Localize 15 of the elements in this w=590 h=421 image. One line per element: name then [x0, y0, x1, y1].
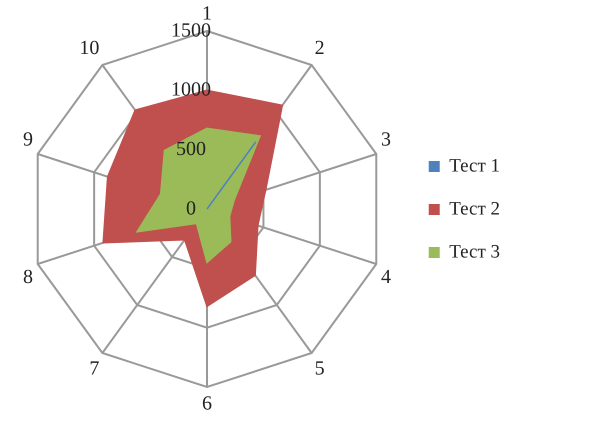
y-tick-label: 1000	[171, 78, 211, 101]
spoke-label: 3	[381, 128, 392, 151]
legend-label: Тест 2	[449, 198, 500, 220]
spoke-label: 10	[79, 37, 100, 60]
legend-label: Тест 1	[449, 155, 500, 176]
y-tick-label: 0	[186, 197, 196, 220]
spoke-label: 5	[314, 357, 325, 380]
spoke-label: 6	[202, 392, 212, 414]
spoke-label: 7	[89, 357, 100, 380]
spoke-label: 2	[314, 37, 325, 60]
spoke-label: 9	[22, 128, 33, 151]
y-tick-label: 500	[176, 138, 206, 160]
spoke-label: 4	[381, 266, 392, 288]
legend-label: Тест 3	[449, 241, 500, 262]
spoke-label: 8	[22, 266, 33, 288]
